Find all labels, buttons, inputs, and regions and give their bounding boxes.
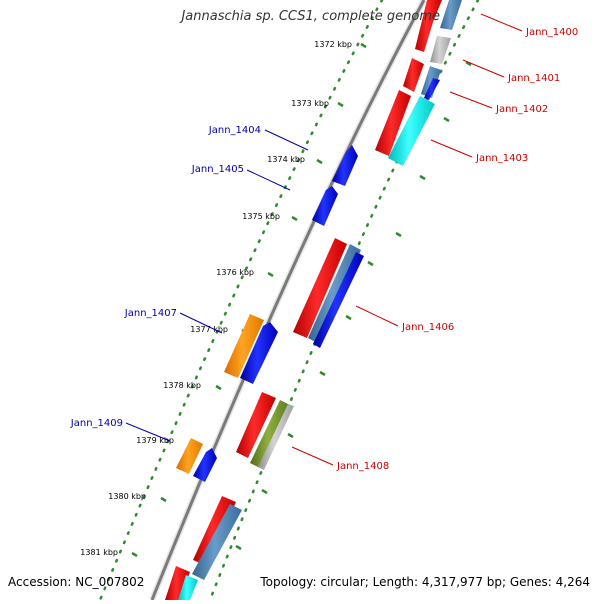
gene-cyan-bottom[interactable] <box>178 575 198 600</box>
gene-labels: Jann_1400 Jann_1401 Jann_1402 Jann_1403 … <box>70 27 578 472</box>
gene-label-jann-1407[interactable]: Jann_1407 <box>124 308 177 319</box>
tick-ring-outer <box>208 0 480 602</box>
gene-steelblue-lower[interactable] <box>192 504 242 580</box>
gene-jann-1405[interactable] <box>312 186 338 226</box>
forward-genes <box>165 0 442 600</box>
gene-jann-1408[interactable] <box>236 392 276 458</box>
gene-jann-1407[interactable] <box>224 314 264 378</box>
gene-label-jann-1402[interactable]: Jann_1402 <box>495 104 548 115</box>
gene-jann-1402-b[interactable] <box>421 66 441 98</box>
topology-text: Topology: circular; Length: 4,317,977 bp… <box>260 575 590 589</box>
gene-jann-1401[interactable] <box>403 58 424 92</box>
gene-jann-1409[interactable] <box>176 438 203 474</box>
gene-jann-1400-b[interactable] <box>440 0 462 30</box>
tick-label: 1376 kbp <box>216 268 254 277</box>
tick-label: 1377 kbp <box>190 325 228 334</box>
tick-label: 1375 kbp <box>242 212 280 221</box>
map-title: Jannaschia sp. CCS1, complete genome <box>181 9 440 24</box>
gene-jann-1404[interactable] <box>332 145 358 186</box>
gene-label-jann-1400[interactable]: Jann_1400 <box>525 27 578 38</box>
gene-red-bottom[interactable] <box>165 566 190 600</box>
gene-jann-1408-c[interactable] <box>258 404 294 470</box>
genome-backbone-line <box>150 0 426 601</box>
tick-label: 1380 kbp <box>108 492 146 501</box>
gene-label-jann-1403[interactable]: Jann_1403 <box>475 153 528 164</box>
gene-jann-1402[interactable] <box>375 90 411 156</box>
gene-jann-1400[interactable] <box>415 0 442 52</box>
gene-jann-1406[interactable] <box>293 238 347 338</box>
accession-text: Accession: NC_007802 <box>8 575 145 589</box>
gene-jann-1401-b[interactable] <box>430 36 451 64</box>
reverse-genes <box>176 145 358 482</box>
forward-genes-secondary <box>178 0 462 600</box>
gene-label-jann-1404[interactable]: Jann_1404 <box>208 125 261 136</box>
gene-jann-1406-b[interactable] <box>308 244 361 344</box>
tick-labels: 1372 kbp 1373 kbp 1374 kbp 1375 kbp 1376… <box>80 40 352 557</box>
gene-label-jann-1405[interactable]: Jann_1405 <box>191 164 244 175</box>
label-leaders <box>125 13 523 466</box>
gene-jann-1402-c[interactable] <box>424 78 440 100</box>
gene-label-jann-1409[interactable]: Jann_1409 <box>70 418 123 429</box>
tick-label: 1379 kbp <box>136 436 174 445</box>
gene-label-jann-1406[interactable]: Jann_1406 <box>401 322 454 333</box>
tick-label: 1378 kbp <box>163 381 201 390</box>
gene-jann-1409-b[interactable] <box>193 448 217 482</box>
gene-jann-1407-b[interactable] <box>240 322 278 384</box>
gene-jann-1406-c[interactable] <box>313 252 364 348</box>
tick-label: 1372 kbp <box>314 40 352 49</box>
gene-label-jann-1401[interactable]: Jann_1401 <box>507 73 560 84</box>
tick-label: 1374 kbp <box>267 155 305 164</box>
gene-jann-1403[interactable] <box>388 96 435 166</box>
genome-backbone <box>149 0 427 602</box>
tick-label: 1381 kbp <box>80 548 118 557</box>
gene-label-jann-1408[interactable]: Jann_1408 <box>336 461 389 472</box>
gene-jann-1408-b[interactable] <box>250 400 290 468</box>
tick-label: 1373 kbp <box>291 99 329 108</box>
